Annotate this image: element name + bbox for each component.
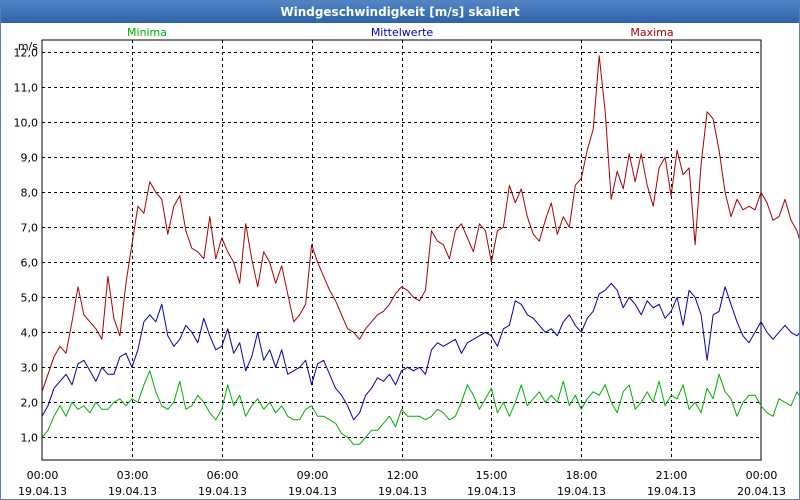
axes: m/s 1,0 2,0 3,0 4,0 5,0 6,0 7,0 8,0 9,0 10,0 11,0 1… <box>14 40 786 498</box>
y-tick-label: 5,0 <box>21 292 39 305</box>
chart-title: Windgeschwindigkeit [m/s] skaliert <box>1 1 799 23</box>
y-tick-label: 4,0 <box>21 327 39 340</box>
legend-item-minima: Minima <box>127 26 167 39</box>
x-tick-date: 19.04.13 <box>378 485 427 498</box>
y-tick-label: 3,0 <box>21 362 39 375</box>
y-tick-label: 10,0 <box>14 117 39 130</box>
x-tick-time: 06:00 <box>207 469 239 482</box>
x-tick-date: 19.04.13 <box>18 485 67 498</box>
x-tick-time: 00:00 <box>746 469 778 482</box>
x-tick-time: 18:00 <box>566 469 598 482</box>
x-tick-time: 09:00 <box>297 469 329 482</box>
y-tick-label: 6,0 <box>21 257 39 270</box>
x-tick-time: 12:00 <box>387 469 419 482</box>
x-tick-date: 19.04.13 <box>198 485 247 498</box>
x-tick-date: 19.04.13 <box>108 485 157 498</box>
y-tick-label: 7,0 <box>21 222 39 235</box>
x-tick-time: 21:00 <box>656 469 688 482</box>
y-tick-label: 2,0 <box>21 397 39 410</box>
series-line-mittelwerte <box>41 282 799 421</box>
plot-area <box>41 39 762 461</box>
legend-item-mittelwerte: Mittelwerte <box>371 26 434 39</box>
legend: Minima Mittelwerte Maxima <box>127 26 674 39</box>
legend-item-maxima: Maxima <box>630 26 673 39</box>
series-group <box>41 55 799 445</box>
y-tick-label: 8,0 <box>21 187 39 200</box>
series-line-minima <box>41 370 799 445</box>
y-axis-label: m/s <box>18 40 38 53</box>
x-tick-time: 00:00 <box>27 469 59 482</box>
x-tick-date: 19.04.13 <box>557 485 606 498</box>
x-tick-date: 19.04.13 <box>288 485 337 498</box>
x-tick-time: 03:00 <box>117 469 149 482</box>
x-tick-date: 20.04.13 <box>737 485 786 498</box>
series-line-maxima <box>41 55 799 392</box>
x-tick-date: 19.04.13 <box>647 485 696 498</box>
x-tick-time: 15:00 <box>476 469 508 482</box>
y-tick-label: 11,0 <box>14 82 39 95</box>
x-tick-date: 19.04.13 <box>467 485 516 498</box>
y-tick-label: 1,0 <box>21 432 39 445</box>
y-tick-label: 9,0 <box>21 152 39 165</box>
y-tick-label: 12,0 <box>14 47 39 60</box>
grid <box>42 40 761 460</box>
